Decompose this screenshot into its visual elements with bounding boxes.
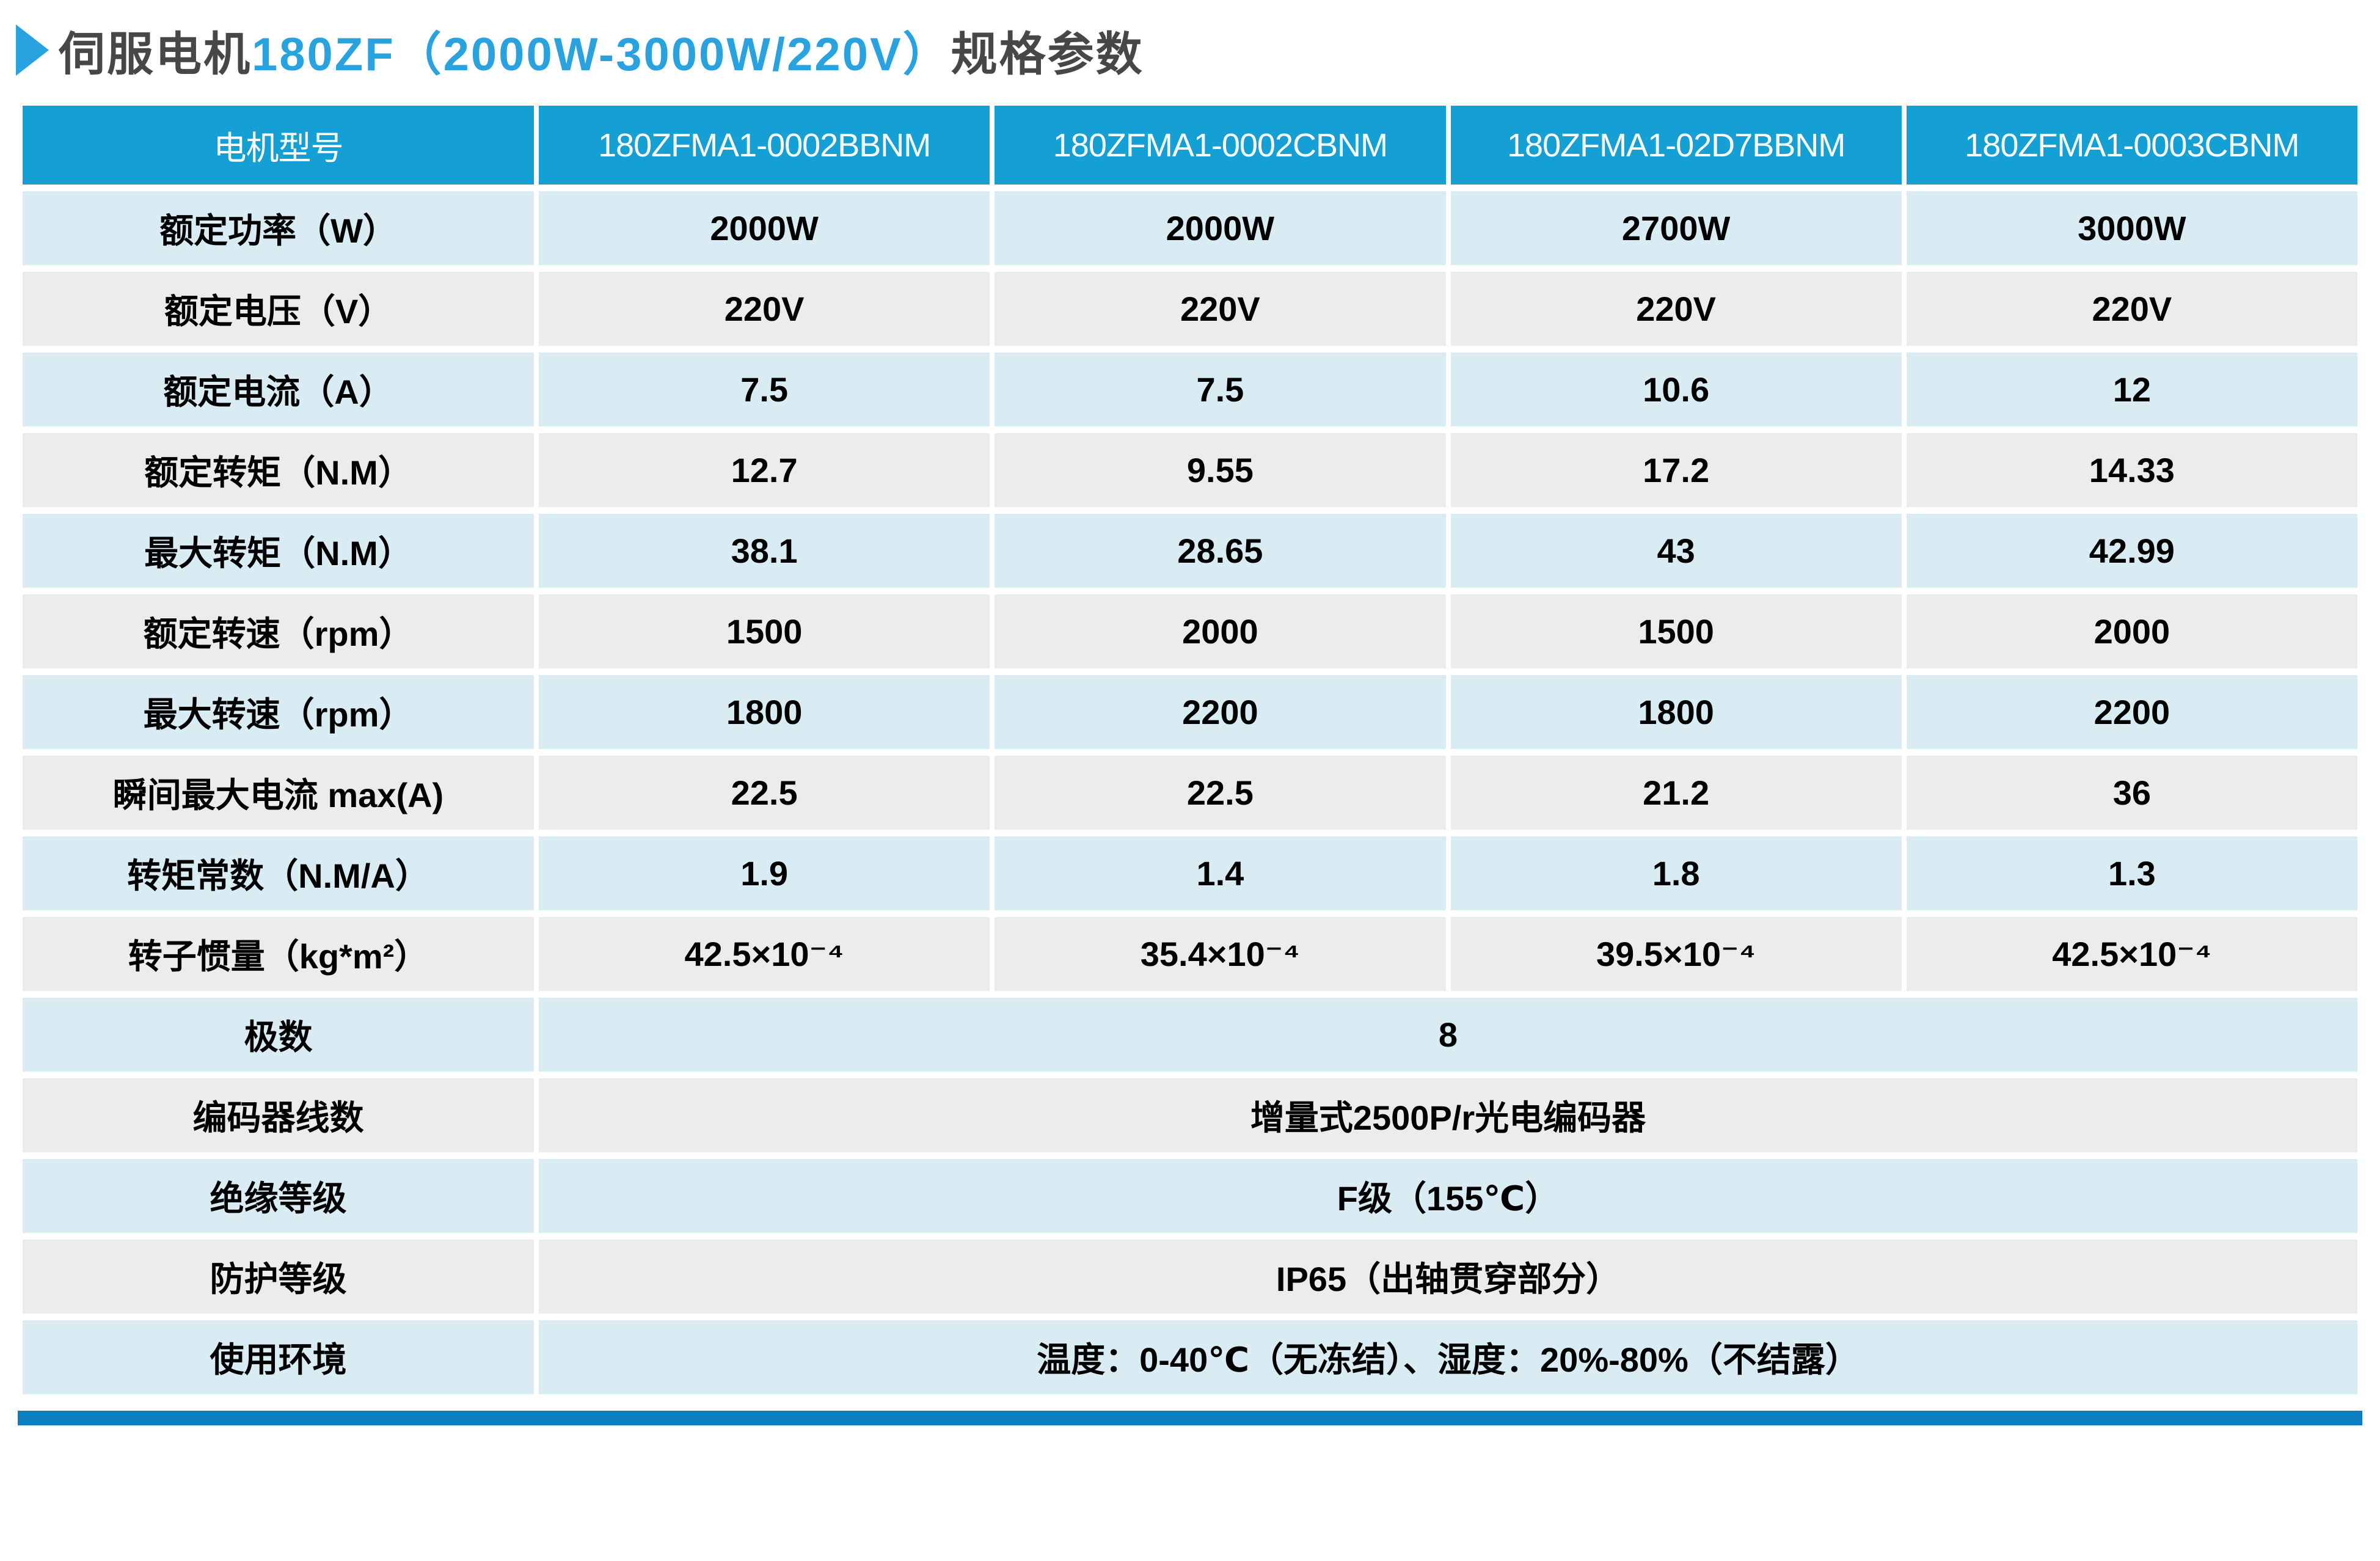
cell: 2000 xyxy=(990,588,1451,675)
cell: 9.55 xyxy=(990,426,1451,514)
table-row-protection-class: 防护等级 IP65（出轴贯穿部分） xyxy=(18,1233,2362,1320)
row-label: 最大转速（rpm） xyxy=(18,668,539,756)
table-row-rated-torque: 额定转矩（N.M） 12.7 9.55 17.2 14.33 xyxy=(18,426,2363,514)
table-row-torque-constant: 转矩常数（N.M/A） 1.9 1.4 1.8 1.3 xyxy=(18,830,2363,917)
row-label: 额定转速（rpm） xyxy=(18,588,539,675)
row-label: 防护等级 xyxy=(18,1233,539,1320)
row-label: 转子惯量（kg*m²） xyxy=(18,910,539,998)
cell: 2200 xyxy=(990,668,1451,756)
table-row-rated-power: 额定功率（W） 2000W 2000W 2700W 3000W xyxy=(18,185,2363,272)
cell: 220V xyxy=(1445,265,1907,353)
cell: 1.4 xyxy=(990,830,1451,917)
cell: 220V xyxy=(533,265,995,353)
cell: 14.33 xyxy=(1901,426,2363,514)
cell-span: 温度：0-40℃（无冻结）、湿度：20%-80%（不结露） xyxy=(534,1314,2362,1401)
row-label: 编码器线数 xyxy=(18,1072,539,1159)
row-label: 转矩常数（N.M/A） xyxy=(18,830,539,917)
title-model-range: 180ZF（2000W-3000W/220V） xyxy=(252,29,951,81)
row-label: 最大转矩（N.M） xyxy=(18,507,539,594)
cell: 1.8 xyxy=(1445,830,1907,917)
spec-table: 电机型号 180ZFMA1-0002BBNM 180ZFMA1-0002CBNM… xyxy=(18,99,2363,1401)
cell: 36 xyxy=(1901,749,2363,836)
cell: 22.5 xyxy=(533,749,995,836)
cell: 43 xyxy=(1445,507,1907,594)
table-row-encoder-lines: 编码器线数 增量式2500P/r光电编码器 xyxy=(18,1072,2362,1159)
table-row-instant-max-current: 瞬间最大电流 max(A) 22.5 22.5 21.2 36 xyxy=(18,749,2363,836)
row-label: 使用环境 xyxy=(18,1314,539,1401)
cell: 220V xyxy=(990,265,1451,353)
cell: 2000 xyxy=(1901,588,2363,675)
triangle-arrow-icon xyxy=(16,24,49,76)
cell: 42.5×10⁻⁴ xyxy=(1901,910,2363,998)
cell: 2000W xyxy=(990,185,1451,272)
table-row-rated-speed: 额定转速（rpm） 1500 2000 1500 2000 xyxy=(18,588,2363,675)
cell: 1800 xyxy=(533,668,995,756)
cell: 35.4×10⁻⁴ xyxy=(990,910,1451,998)
row-label: 绝缘等级 xyxy=(18,1152,539,1240)
table-row-rated-current: 额定电流（A） 7.5 7.5 10.6 12 xyxy=(18,346,2363,433)
cell: 1.9 xyxy=(533,830,995,917)
cell-span: IP65（出轴贯穿部分） xyxy=(534,1233,2362,1320)
table-header-row: 电机型号 180ZFMA1-0002BBNM 180ZFMA1-0002CBNM… xyxy=(18,99,2363,191)
cell: 38.1 xyxy=(533,507,995,594)
cell: 220V xyxy=(1901,265,2363,353)
title-prefix: 伺服电机 xyxy=(59,29,252,81)
cell: 3000W xyxy=(1901,185,2363,272)
header-model-2: 180ZFMA1-0002CBNM xyxy=(990,99,1451,191)
cell: 2700W xyxy=(1445,185,1907,272)
header-model-1: 180ZFMA1-0002BBNM xyxy=(533,99,995,191)
header-model-3: 180ZFMA1-02D7BBNM xyxy=(1445,99,1907,191)
table-row-rated-voltage: 额定电压（V） 220V 220V 220V 220V xyxy=(18,265,2363,353)
cell: 2000W xyxy=(533,185,995,272)
cell: 17.2 xyxy=(1445,426,1907,514)
header-motor-model: 电机型号 xyxy=(18,99,539,191)
row-label: 额定电流（A） xyxy=(18,346,539,433)
cell: 10.6 xyxy=(1445,346,1907,433)
table-row-rotor-inertia: 转子惯量（kg*m²） 42.5×10⁻⁴ 35.4×10⁻⁴ 39.5×10⁻… xyxy=(18,910,2363,998)
table-row-max-torque: 最大转矩（N.M） 38.1 28.65 43 42.99 xyxy=(18,507,2363,594)
row-label: 额定电压（V） xyxy=(18,265,539,353)
bottom-accent-bar xyxy=(18,1411,2362,1425)
row-label: 瞬间最大电流 max(A) xyxy=(18,749,539,836)
cell: 12 xyxy=(1901,346,2363,433)
cell: 1500 xyxy=(533,588,995,675)
cell: 42.99 xyxy=(1901,507,2363,594)
row-label: 额定转矩（N.M） xyxy=(18,426,539,514)
cell: 39.5×10⁻⁴ xyxy=(1445,910,1907,998)
row-label: 额定功率（W） xyxy=(18,185,539,272)
title-suffix: 规格参数 xyxy=(951,29,1144,81)
table-row-max-speed: 最大转速（rpm） 1800 2200 1800 2200 xyxy=(18,668,2363,756)
cell-span: 8 xyxy=(534,991,2362,1078)
table-row-operating-environment: 使用环境 温度：0-40℃（无冻结）、湿度：20%-80%（不结露） xyxy=(18,1314,2362,1401)
row-label: 极数 xyxy=(18,991,539,1078)
cell: 7.5 xyxy=(533,346,995,433)
cell: 2200 xyxy=(1901,668,2363,756)
cell: 21.2 xyxy=(1445,749,1907,836)
page-title: 伺服电机180ZF（2000W-3000W/220V）规格参数 xyxy=(16,13,2380,87)
title-text: 伺服电机180ZF（2000W-3000W/220V）规格参数 xyxy=(59,16,1144,84)
header-model-4: 180ZFMA1-0003CBNM xyxy=(1901,99,2363,191)
cell-span: 增量式2500P/r光电编码器 xyxy=(534,1072,2362,1159)
cell: 1800 xyxy=(1445,668,1907,756)
cell: 28.65 xyxy=(990,507,1451,594)
cell: 1.3 xyxy=(1901,830,2363,917)
cell: 22.5 xyxy=(990,749,1451,836)
cell-span: F级（155℃） xyxy=(534,1152,2362,1240)
cell: 42.5×10⁻⁴ xyxy=(533,910,995,998)
table-row-insulation-class: 绝缘等级 F级（155℃） xyxy=(18,1152,2362,1240)
cell: 7.5 xyxy=(990,346,1451,433)
cell: 12.7 xyxy=(533,426,995,514)
table-row-pole-count: 极数 8 xyxy=(18,991,2362,1078)
cell: 1500 xyxy=(1445,588,1907,675)
